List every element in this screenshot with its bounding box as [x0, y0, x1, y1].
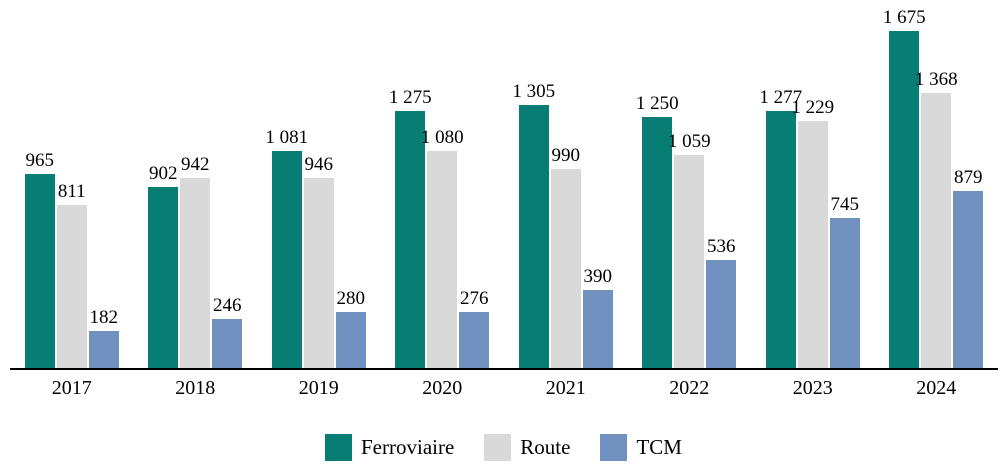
bar-value-label-tcm-2021: 390: [583, 266, 613, 288]
bar-route-2021: 990: [550, 146, 581, 368]
legend-item-tcm: TCM: [600, 434, 682, 461]
bar-value-label-tcm-2024: 879: [954, 167, 983, 189]
bar-value-label-ferroviaire-2017: 965: [25, 150, 55, 172]
bar-value-label-route-2020: 1 080: [420, 127, 464, 149]
bar-ferroviaire-2018: 902: [148, 164, 179, 368]
bar-ferroviaire-2024: 1 675: [883, 8, 926, 368]
x-tick-label-2023: 2023: [792, 377, 833, 399]
bar-ferroviaire-2017: 965: [24, 151, 55, 368]
bar-value-label-ferroviaire-2022: 1 250: [635, 93, 679, 115]
bar-tcm-2023: 745: [829, 195, 860, 368]
bar-value-label-ferroviaire-2023: 1 277: [759, 87, 803, 109]
x-axis-labels: 2017 2018 2019 2020 2021 2022 2023 2024: [10, 377, 998, 400]
bar-route-2018: 942: [180, 155, 211, 368]
bar-tcm-2021: 390: [582, 267, 613, 368]
legend-swatch-route: [484, 434, 512, 461]
bar-route-2019: 946: [303, 155, 334, 368]
bar-value-label-route-2019: 946: [304, 154, 334, 176]
bar-value-label-tcm-2023: 745: [830, 194, 860, 216]
bar-ferroviaire-2021: 1 305: [512, 82, 555, 368]
legend-label-ferroviaire: Ferroviaire: [361, 435, 455, 459]
x-tick-label-2020: 2020: [422, 377, 463, 399]
bar-value-label-route-2021: 990: [551, 145, 581, 167]
bar-value-label-tcm-2017: 182: [89, 307, 119, 329]
bar-group-2017: 965 811 182: [10, 0, 134, 368]
bar-route-2024: 1 368: [915, 70, 958, 368]
legend: Ferroviaire Route TCM: [0, 434, 1007, 461]
bar-value-label-ferroviaire-2018: 902: [149, 163, 178, 185]
bar-group-2022: 1 250 1 059 536: [628, 0, 752, 368]
bar-value-label-route-2018: 942: [181, 154, 210, 176]
bar-route-2022: 1 059: [668, 132, 711, 368]
bar-tcm-2024: 879: [953, 168, 984, 368]
bar-group-2024: 1 675 1 368 879: [875, 0, 999, 368]
bar-tcm-2020: 276: [459, 289, 490, 368]
bar-group-2021: 1 305 990 390: [504, 0, 628, 368]
x-tick-label-2018: 2018: [175, 377, 216, 399]
legend-item-route: Route: [484, 434, 570, 461]
bar-group-2023: 1 277 1 229 745: [751, 0, 875, 368]
bar-tcm-2019: 280: [335, 289, 366, 368]
bar-value-label-route-2017: 811: [57, 181, 86, 203]
bar-value-label-tcm-2019: 280: [336, 288, 366, 310]
bar-tcm-2017: 182: [88, 308, 119, 368]
bar-value-label-ferroviaire-2020: 1 275: [388, 87, 432, 109]
bar-value-label-route-2023: 1 229: [791, 97, 835, 119]
bar-value-label-ferroviaire-2021: 1 305: [512, 81, 556, 103]
legend-label-tcm: TCM: [636, 435, 682, 459]
bar-group-2020: 1 275 1 080 276: [381, 0, 505, 368]
bar-value-label-tcm-2022: 536: [707, 236, 736, 258]
x-tick-label-2017: 2017: [51, 377, 92, 399]
legend-swatch-ferroviaire: [325, 434, 352, 461]
x-tick-label-2019: 2019: [298, 377, 339, 399]
plot-area: 965 811 182 902 942 246 1 081 946 280 1 275 1 080 2…: [10, 0, 998, 370]
bar-ferroviaire-2020: 1 275: [389, 88, 432, 368]
bar-value-label-tcm-2020: 276: [460, 288, 489, 310]
bar-value-label-route-2022: 1 059: [667, 131, 711, 153]
bar-group-2018: 902 942 246: [134, 0, 258, 368]
bar-value-label-ferroviaire-2019: 1 081: [265, 127, 309, 149]
bar-ferroviaire-2022: 1 250: [636, 94, 679, 368]
x-tick-label-2021: 2021: [545, 377, 586, 399]
x-tick-label-2024: 2024: [916, 377, 957, 399]
bar-group-2019: 1 081 946 280: [257, 0, 381, 368]
bar-tcm-2022: 536: [706, 237, 737, 368]
bar-ferroviaire-2023: 1 277: [759, 88, 802, 368]
legend-swatch-tcm: [600, 434, 628, 461]
bar-value-label-ferroviaire-2024: 1 675: [882, 7, 926, 29]
bar-value-label-route-2024: 1 368: [914, 69, 958, 91]
legend-item-ferroviaire: Ferroviaire: [325, 434, 454, 461]
bar-tcm-2018: 246: [212, 296, 243, 368]
bar-route-2017: 811: [56, 182, 87, 368]
bar-route-2020: 1 080: [421, 128, 464, 368]
bar-route-2023: 1 229: [791, 98, 834, 368]
x-tick-label-2022: 2022: [669, 377, 710, 399]
bar-value-label-tcm-2018: 246: [213, 295, 242, 317]
bar-ferroviaire-2019: 1 081: [265, 128, 308, 368]
legend-label-route: Route: [520, 435, 571, 459]
